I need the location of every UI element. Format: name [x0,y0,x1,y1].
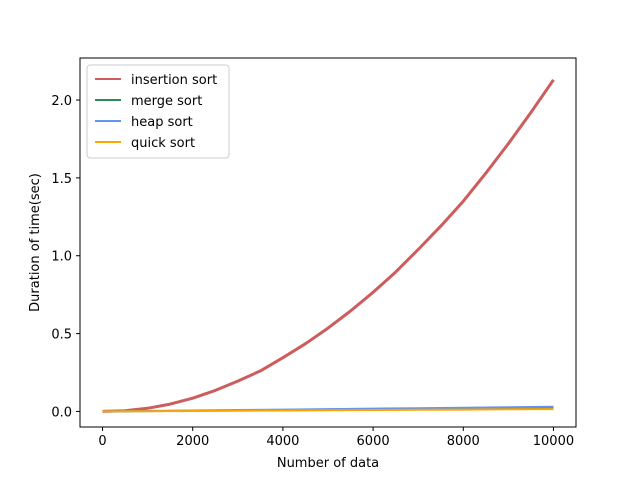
legend-label: insertion sort [131,73,217,88]
x-axis: 0 2000 4000 6000 8000 10000 [98,427,574,449]
legend-label: merge sort [131,94,202,109]
legend: insertion sort merge sort heap sort quick s… [86,64,230,159]
legend-label: quick sort [131,136,195,151]
series-layer [102,78,555,413]
x-tick-label: 0 [98,434,106,449]
plot-frame [79,57,577,428]
x-tick-label: 10000 [533,434,574,449]
y-axis: 0.0 0.5 1.0 1.5 2.0 [51,94,80,420]
series-line-insertion-sort [102,78,555,413]
legend-box [86,64,230,159]
y-tick-label: 0.0 [51,405,72,420]
series-line-quick-sort [102,408,554,413]
y-tick-label: 1.5 [51,172,72,187]
y-tick-label: 1.0 [51,250,72,265]
legend-label: heap sort [131,115,193,130]
x-tick-label: 2000 [176,434,209,449]
y-tick-label: 0.5 [51,328,72,343]
x-axis-title: Number of data [277,456,379,471]
y-tick-label: 2.0 [51,94,72,109]
x-tick-label: 6000 [357,434,390,449]
x-tick-label: 8000 [447,434,480,449]
y-axis-title: Duration of time(sec) [28,173,43,312]
x-tick-label: 4000 [266,434,299,449]
